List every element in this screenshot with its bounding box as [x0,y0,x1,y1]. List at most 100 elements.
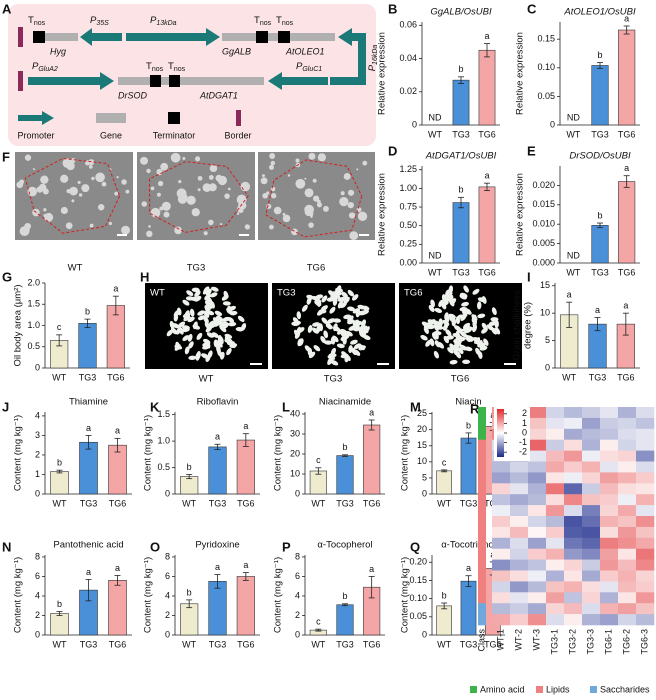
oil-body [160,162,169,171]
grain [455,316,461,325]
heatmap-cell [600,537,619,549]
grain-label: WT [150,288,165,299]
y-tick-label: 0.5 [157,462,170,472]
svg-text:Tnos: Tnos [146,61,164,73]
heatmap-cell [564,592,583,604]
y-tick-label: 0.010 [532,219,555,229]
svg-text:Tnos: Tnos [28,15,46,27]
column-label: WT-1 [495,629,505,651]
heatmap-cell [564,461,583,473]
y-tick-label: 0.25 [399,239,417,249]
colorbar [497,409,504,457]
oil-body [269,224,274,230]
significance-letter: b [597,50,602,60]
grain [351,294,359,301]
y-tick-label: 0.04 [399,53,417,63]
oil-body [295,158,300,163]
x-tick-label: TG6 [618,267,636,277]
heatmap-cell [528,407,547,419]
grain [427,319,436,325]
y-tick-label: 15 [417,440,427,450]
grain [477,301,482,310]
grain [351,326,359,332]
x-tick-label: WT [428,129,442,139]
heatmap-cell [636,548,655,560]
panel-label: B [388,1,397,16]
oil-body [77,180,81,185]
grain [348,345,353,354]
gene [222,33,256,41]
oil-body [348,212,356,219]
y-tick-label: 1.5 [27,299,40,309]
oil-body [65,222,73,230]
panel-label: I [527,269,531,284]
grain [311,296,320,301]
grain [307,325,313,333]
grain [486,324,494,331]
grain [461,301,469,307]
heatmap-cell [636,526,655,539]
class-cell [478,592,486,604]
oil-body [156,192,161,197]
significance-letter: b [85,307,90,317]
oil-body [209,164,218,173]
heatmap-cell [564,483,583,495]
heatmap-cell [636,581,655,593]
panel-label: D [388,143,397,158]
grain [292,317,299,324]
oil-body [60,206,68,215]
x-tick-label: TG6 [109,639,127,649]
heatmap-cell [618,614,637,626]
heatmap-cell [510,548,529,560]
heatmap-cell [528,526,547,539]
grain [337,300,344,309]
y-tick-label: 10 [417,456,427,466]
border [18,71,23,91]
x-tick-label: TG3 [336,498,354,508]
construct-label: T [168,61,174,72]
significance-letter: a [484,171,489,181]
promoter-arrow [330,28,366,85]
grain [197,310,205,316]
grain [197,315,206,321]
micrographs [15,152,375,240]
heatmap-cell [600,407,619,419]
oil-body [182,157,186,161]
oil-body [357,211,368,222]
heatmap-cell [618,537,637,549]
bar [108,444,127,495]
grain [320,335,326,344]
grain [455,335,464,341]
heatmap-cell [600,461,619,473]
x-tick-label: WT [437,498,451,508]
oil-body [108,221,112,226]
y-tick-label: 0 [550,119,555,129]
oil-body [66,189,71,194]
y-tick-label: 0 [35,488,40,498]
heatmap-cell [636,570,655,582]
y-axis-label: Content (mg kg⁻¹) [143,415,154,491]
oil-body [347,201,354,209]
gene-label: DrSOD [118,90,148,100]
y-tick-label: 4 [165,590,170,600]
y-tick-label: 0.20 [409,557,427,567]
gene [180,77,264,85]
column-label: TG6-1 [603,629,613,655]
grain [182,335,190,342]
significance-letter: ND [429,250,442,260]
heatmap-cell [600,428,619,440]
significance-letter: b [342,591,347,601]
bar [236,439,255,495]
grain [196,332,203,340]
column-label: TG6-2 [621,629,631,655]
heatmap-cell [528,472,547,484]
chart-title: Thiamine [69,397,108,408]
heatmap-cell [510,505,529,517]
heatmap-cell [546,428,565,440]
grain [316,299,322,308]
construct-label: T [276,15,282,26]
y-tick-label: 8 [295,551,300,561]
class-cell [478,570,486,582]
heatmap-cell [600,494,619,506]
heatmap-cell [510,461,529,473]
